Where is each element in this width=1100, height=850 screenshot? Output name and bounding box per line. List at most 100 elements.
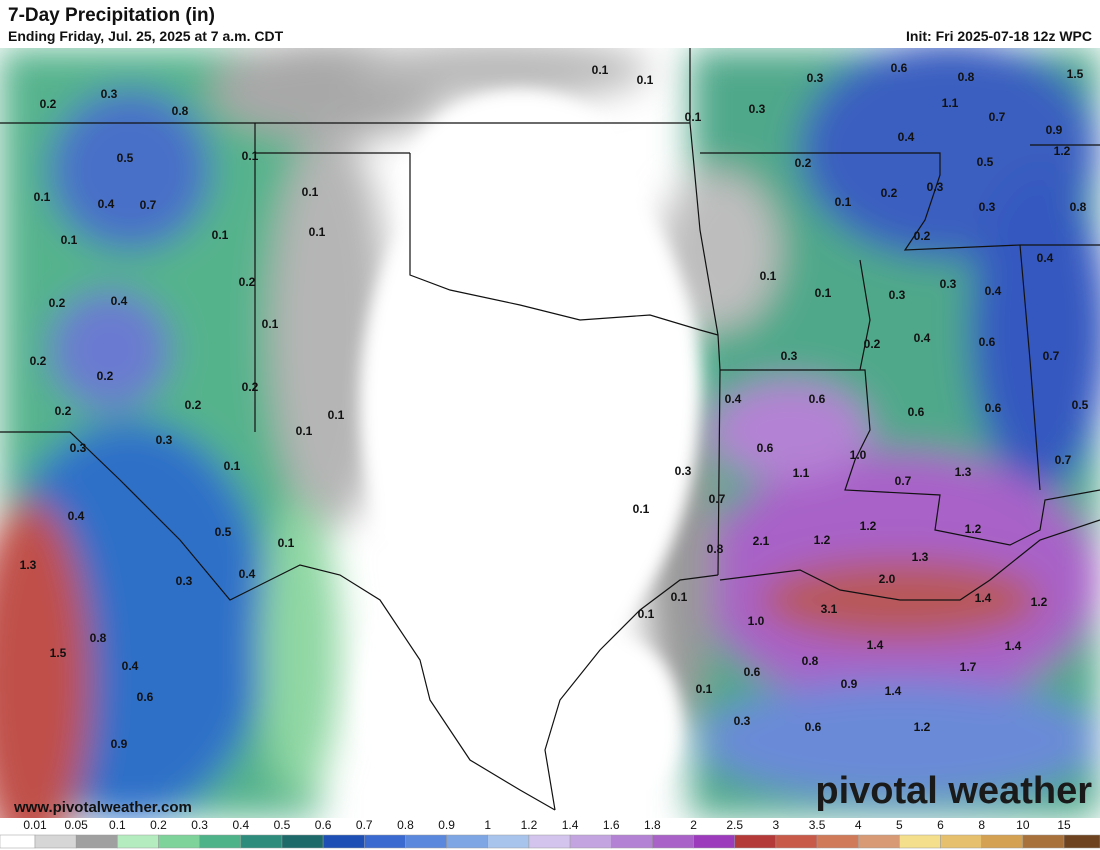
colorbar-label: 0.9 xyxy=(438,818,455,832)
title: 7-Day Precipitation (in) xyxy=(8,5,215,26)
colorbar-swatch xyxy=(199,834,242,849)
precip-label: 0.9 xyxy=(841,677,858,691)
precip-label: 0.8 xyxy=(958,70,975,84)
precip-label: 0.4 xyxy=(1037,251,1054,265)
colorbar: 0.01 0.05 0.1 0.2 0.3 0.4 0.5 0.6 0.7 0.8 0.9 1 1.2 1… xyxy=(0,818,1100,849)
precip-label: 0.6 xyxy=(757,441,774,455)
precip-label: 0.2 xyxy=(881,186,898,200)
colorbar-label: 2.5 xyxy=(726,818,743,832)
precip-label: 0.7 xyxy=(1055,453,1072,467)
colorbar-swatch xyxy=(240,834,283,849)
precip-label: 0.4 xyxy=(111,294,128,308)
precip-label: 0.3 xyxy=(176,574,193,588)
precip-label: 0.5 xyxy=(977,155,994,169)
precip-label: 0.1 xyxy=(671,590,688,604)
precip-label: 1.2 xyxy=(814,533,831,547)
colorbar-swatch xyxy=(693,834,735,849)
colorbar-swatch xyxy=(281,834,324,849)
precip-label: 0.3 xyxy=(979,200,996,214)
precip-label: 0.1 xyxy=(61,233,78,247)
precip-label: 0.2 xyxy=(49,296,66,310)
precip-label: 0.3 xyxy=(927,180,944,194)
precip-label: 1.4 xyxy=(867,638,884,652)
colorbar-label: 15 xyxy=(1057,818,1071,832)
precip-label: 1.2 xyxy=(914,720,931,734)
precip-label: 0.4 xyxy=(122,659,139,673)
colorbar-swatch xyxy=(775,834,818,849)
colorbar-swatch xyxy=(0,834,36,849)
colorbar-swatch xyxy=(652,834,694,849)
colorbar-swatch xyxy=(117,834,159,849)
header-bg xyxy=(0,0,1100,48)
precip-label: 0.9 xyxy=(111,737,128,751)
colorbar-swatch xyxy=(816,834,859,849)
precip-label: 0.6 xyxy=(809,392,826,406)
precip-label: 0.1 xyxy=(696,682,713,696)
precip-label: 0.1 xyxy=(633,502,650,516)
colorbar-swatch xyxy=(1022,834,1065,849)
precip-label: 0.6 xyxy=(805,720,822,734)
colorbar-label: 0.6 xyxy=(315,818,332,832)
precip-label: 0.2 xyxy=(864,337,881,351)
precip-label: 0.4 xyxy=(68,509,85,523)
precip-label: 0.3 xyxy=(749,102,766,116)
colorbar-label: 4 xyxy=(855,818,862,832)
colorbar-label: 8 xyxy=(978,818,985,832)
precip-label: 0.1 xyxy=(592,63,609,77)
colorbar-label: 2 xyxy=(690,818,697,832)
precip-label: 1.0 xyxy=(748,614,765,628)
precip-label: 0.1 xyxy=(309,225,326,239)
colorbar-label: 10 xyxy=(1016,818,1030,832)
precip-label: 1.4 xyxy=(885,684,902,698)
precip-label: 0.1 xyxy=(638,607,655,621)
colorbar-label: 1.2 xyxy=(521,818,538,832)
precip-label: 0.2 xyxy=(795,156,812,170)
colorbar-swatch xyxy=(34,834,77,849)
precip-label: 0.2 xyxy=(55,404,72,418)
precip-field xyxy=(0,40,1100,850)
colorbar-label: 0.7 xyxy=(356,818,373,832)
colorbar-swatch xyxy=(1063,834,1100,849)
precip-label: 1.3 xyxy=(912,550,929,564)
precip-label: 0.1 xyxy=(637,73,654,87)
precip-label: 0.1 xyxy=(34,190,51,204)
precip-label: 1.2 xyxy=(1031,595,1048,609)
colorbar-label: 0.01 xyxy=(23,818,47,832)
precip-label: 0.8 xyxy=(1070,200,1087,214)
colorbar-label: 0.3 xyxy=(191,818,208,832)
colorbar-swatch xyxy=(528,834,571,849)
colorbar-swatch xyxy=(322,834,365,849)
precip-label: 0.3 xyxy=(734,714,751,728)
colorbar-label: 3 xyxy=(773,818,780,832)
precip-label: 1.2 xyxy=(1054,144,1071,158)
precip-label: 0.2 xyxy=(40,97,57,111)
precip-label: 0.3 xyxy=(101,87,118,101)
precip-label: 0.1 xyxy=(262,317,279,331)
precip-label: 1.1 xyxy=(793,466,810,480)
precip-label: 0.4 xyxy=(98,197,115,211)
precip-label: 2.0 xyxy=(879,572,896,586)
precip-label: 1.5 xyxy=(1067,67,1084,81)
precip-label: 0.9 xyxy=(1046,123,1063,137)
precip-label: 0.1 xyxy=(212,228,229,242)
colorbar-swatch xyxy=(940,834,982,849)
precip-label: 0.4 xyxy=(898,130,915,144)
precip-label: 0.6 xyxy=(985,401,1002,415)
precip-label: 0.2 xyxy=(30,354,47,368)
precip-label: 0.1 xyxy=(242,149,259,163)
colorbar-swatch xyxy=(364,834,406,849)
precip-label: 1.3 xyxy=(955,465,972,479)
precip-label: 0.4 xyxy=(914,331,931,345)
precip-label: 0.3 xyxy=(70,441,87,455)
precip-label: 0.1 xyxy=(224,459,241,473)
colorbar-swatch xyxy=(569,834,612,849)
colorbar-swatch xyxy=(405,834,447,849)
precip-label: 0.7 xyxy=(989,110,1006,124)
precip-label: 0.7 xyxy=(140,198,157,212)
colorbar-label: 0.1 xyxy=(109,818,126,832)
precip-label: 1.3 xyxy=(20,558,37,572)
colorbar-label: 6 xyxy=(937,818,944,832)
precip-label: 0.3 xyxy=(781,349,798,363)
colorbar-label: 0.2 xyxy=(150,818,167,832)
